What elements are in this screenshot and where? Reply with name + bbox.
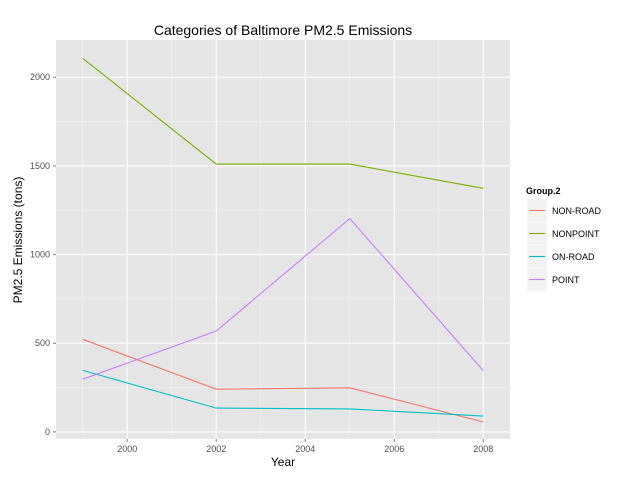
legend-label-non-road: NON-ROAD bbox=[552, 206, 601, 216]
chart-title: Categories of Baltimore PM2.5 Emissions bbox=[154, 22, 412, 38]
legend-label-point: POINT bbox=[552, 275, 580, 285]
y-tick-label: 1000 bbox=[30, 250, 50, 260]
plot-panel bbox=[56, 40, 510, 439]
y-axis-ticks: 0 500 1000 1500 2000 bbox=[30, 72, 56, 437]
y-tick-label: 2000 bbox=[30, 72, 50, 82]
y-tick-label: 1500 bbox=[30, 161, 50, 171]
y-tick-label: 0 bbox=[45, 427, 50, 437]
x-tick-label: 2006 bbox=[384, 444, 404, 454]
series-line-non-road bbox=[82, 338, 484, 423]
x-tick-label: 2008 bbox=[473, 444, 493, 454]
x-axis-title: Year bbox=[271, 455, 295, 469]
series-lines bbox=[82, 57, 484, 423]
grid-lines bbox=[56, 40, 510, 439]
x-axis-ticks: 2000 2002 2004 2006 2008 bbox=[117, 439, 493, 454]
legend-label-nonpoint: NONPOINT bbox=[552, 229, 600, 239]
legend-label-on-road: ON-ROAD bbox=[552, 252, 595, 262]
x-tick-label: 2004 bbox=[295, 444, 315, 454]
series-line-nonpoint bbox=[82, 57, 484, 189]
legend: Group.2 NON-ROAD NONPOINT ON-ROAD POINT bbox=[526, 186, 601, 292]
series-line-on-road bbox=[82, 369, 484, 417]
y-tick-label: 500 bbox=[35, 338, 50, 348]
y-axis-title: PM2.5 Emissions (tons) bbox=[11, 177, 25, 304]
series-line-point bbox=[82, 217, 484, 380]
legend-title: Group.2 bbox=[526, 186, 561, 196]
x-tick-label: 2002 bbox=[206, 444, 226, 454]
x-tick-label: 2000 bbox=[117, 444, 137, 454]
